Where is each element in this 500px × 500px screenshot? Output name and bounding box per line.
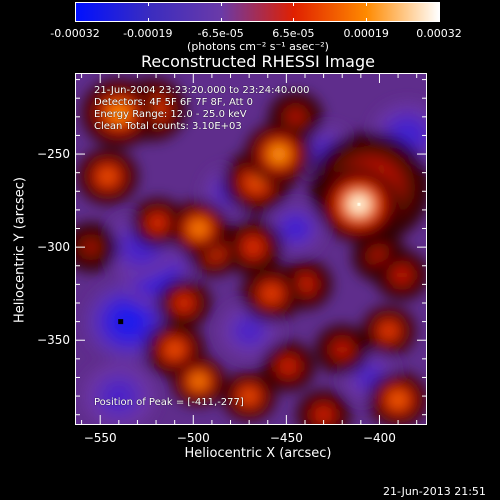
heatmap-blob [245,240,261,255]
heatmap-blob [167,342,183,357]
heatmap-blob [395,268,409,282]
image-plot-area [75,73,427,425]
y-tick-label: −350 [37,333,70,348]
colorbar-tick-mark [147,18,149,22]
colorbar-tick-label: 6.5e-05 [272,27,315,40]
colorbar-tick-mark [75,2,76,6]
info-detectors: Detectors: 4F 5F 6F 7F 8F, Att 0 [94,97,254,108]
heatmap-blob [270,146,288,162]
heatmap-blob [335,343,349,356]
colorbar-tick-mark [439,2,440,6]
x-axis-label: Heliocentric X (arcsec) [184,446,332,461]
heatmap-svg [76,74,426,424]
heatmap-blob [191,221,207,236]
y-tick-label: −250 [37,147,70,162]
y-axis-label: Heliocentric Y (arcsec) [12,177,28,323]
colorbar-tick-label: 0.00032 [416,27,462,40]
heatmap-blob [100,169,116,184]
x-tick-label: −550 [83,431,117,445]
info-energy-range: Energy Range: 12.0 - 25.0 keV [94,109,247,120]
heatmap-blob [192,375,206,388]
heatmap-blobs [76,78,426,424]
heatmap-blob [281,360,295,373]
heatmap-blob [263,286,280,301]
colorbar-tick-label: -6.5e-05 [197,27,244,40]
heatmap-blob [109,104,129,122]
heatmap-blob [285,219,306,238]
heatmap-blob [151,216,165,230]
plot-title: Reconstructed RHESSI Image [141,52,375,71]
colorbar-tick-mark [293,18,295,22]
colorbar-tick-mark [366,2,368,6]
heatmap-blob [382,324,396,338]
heatmap-blob [298,278,312,291]
colorbar-tick-label: -0.00019 [123,27,173,40]
y-tick-label: −300 [37,240,70,255]
info-clean-counts: Clean Total counts: 3.10E+03 [94,121,242,132]
colorbar-tick-label: -0.00032 [50,27,100,40]
heatmap-blob [237,320,261,342]
x-tick-label: −450 [269,431,303,445]
colorbar-tick-mark [220,2,222,6]
colorbar-tick-mark [220,18,222,22]
heatmap-blob [105,383,133,409]
colorbar-tick-label: 0.00019 [343,27,389,40]
colorbar-tick-mark [75,18,76,22]
x-tick-label: −400 [362,431,396,445]
heatmap-blob [177,296,191,310]
colorbar-tick-mark [147,2,149,6]
colorbar-units: (photons cm⁻² s⁻¹ asec⁻²) [187,40,329,53]
peak-marker [357,202,361,206]
colorbar-tick-mark [366,18,368,22]
heatmap-blob [112,307,144,336]
heatmap-blob [288,110,303,123]
heatmap-blob [242,389,256,403]
minimum-marker [118,319,124,325]
heatmap-blob [390,392,406,407]
colorbar-tick-mark [439,18,440,22]
peak-position-text: Position of Peak = [-411,-277] [94,397,244,408]
colorbar-tick-mark [293,2,295,6]
heatmap-blob [316,408,331,421]
x-tick-label: −500 [176,431,210,445]
info-time-range: 21-Jun-2004 23:23:20.000 to 23:24:40.000 [94,85,310,96]
heatmap-blob [84,240,98,254]
footer-timestamp: 21-Jun-2013 21:51 [383,485,486,498]
colorbar [75,2,440,22]
